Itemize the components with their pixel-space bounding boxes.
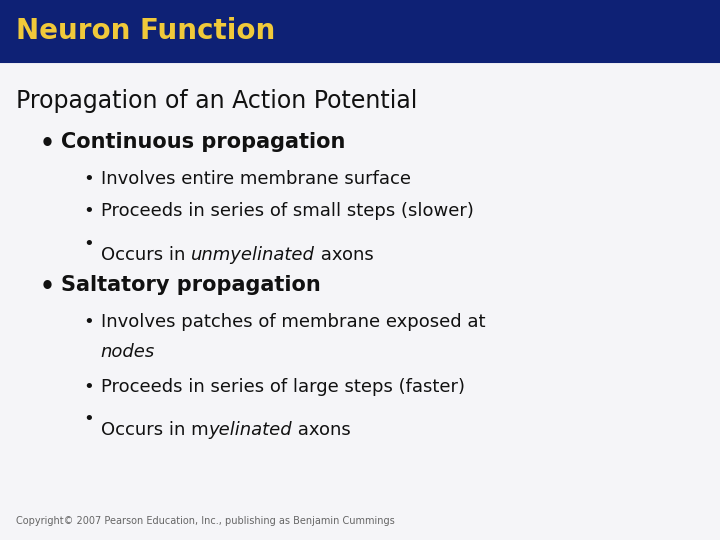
Text: axons: axons [292,421,351,439]
Text: axons: axons [315,246,374,264]
Text: Occurs in: Occurs in [101,246,191,264]
Text: Continuous propagation: Continuous propagation [61,132,346,152]
Text: Proceeds in series of large steps (faster): Proceeds in series of large steps (faste… [101,378,465,396]
Text: Proceeds in series of small steps (slower): Proceeds in series of small steps (slowe… [101,202,474,220]
Text: •: • [83,202,94,220]
Text: •: • [40,132,55,156]
Text: Involves entire membrane surface: Involves entire membrane surface [101,170,411,188]
Text: Saltatory propagation: Saltatory propagation [61,275,321,295]
Text: yelinated: yelinated [208,421,292,439]
Text: •: • [83,235,94,253]
Text: •: • [83,313,94,331]
Text: •: • [83,170,94,188]
Text: nodes: nodes [101,343,155,361]
Text: Copyright© 2007 Pearson Education, Inc., publishing as Benjamin Cummings: Copyright© 2007 Pearson Education, Inc.,… [16,516,395,526]
Text: unmyelinated: unmyelinated [191,246,315,264]
Text: Propagation of an Action Potential: Propagation of an Action Potential [16,89,417,113]
Text: Occurs in m: Occurs in m [101,421,208,439]
Text: Neuron Function: Neuron Function [16,17,275,45]
Text: Involves patches of membrane exposed at: Involves patches of membrane exposed at [101,313,485,331]
Text: •: • [83,378,94,396]
Text: •: • [40,275,55,299]
Text: •: • [83,410,94,428]
